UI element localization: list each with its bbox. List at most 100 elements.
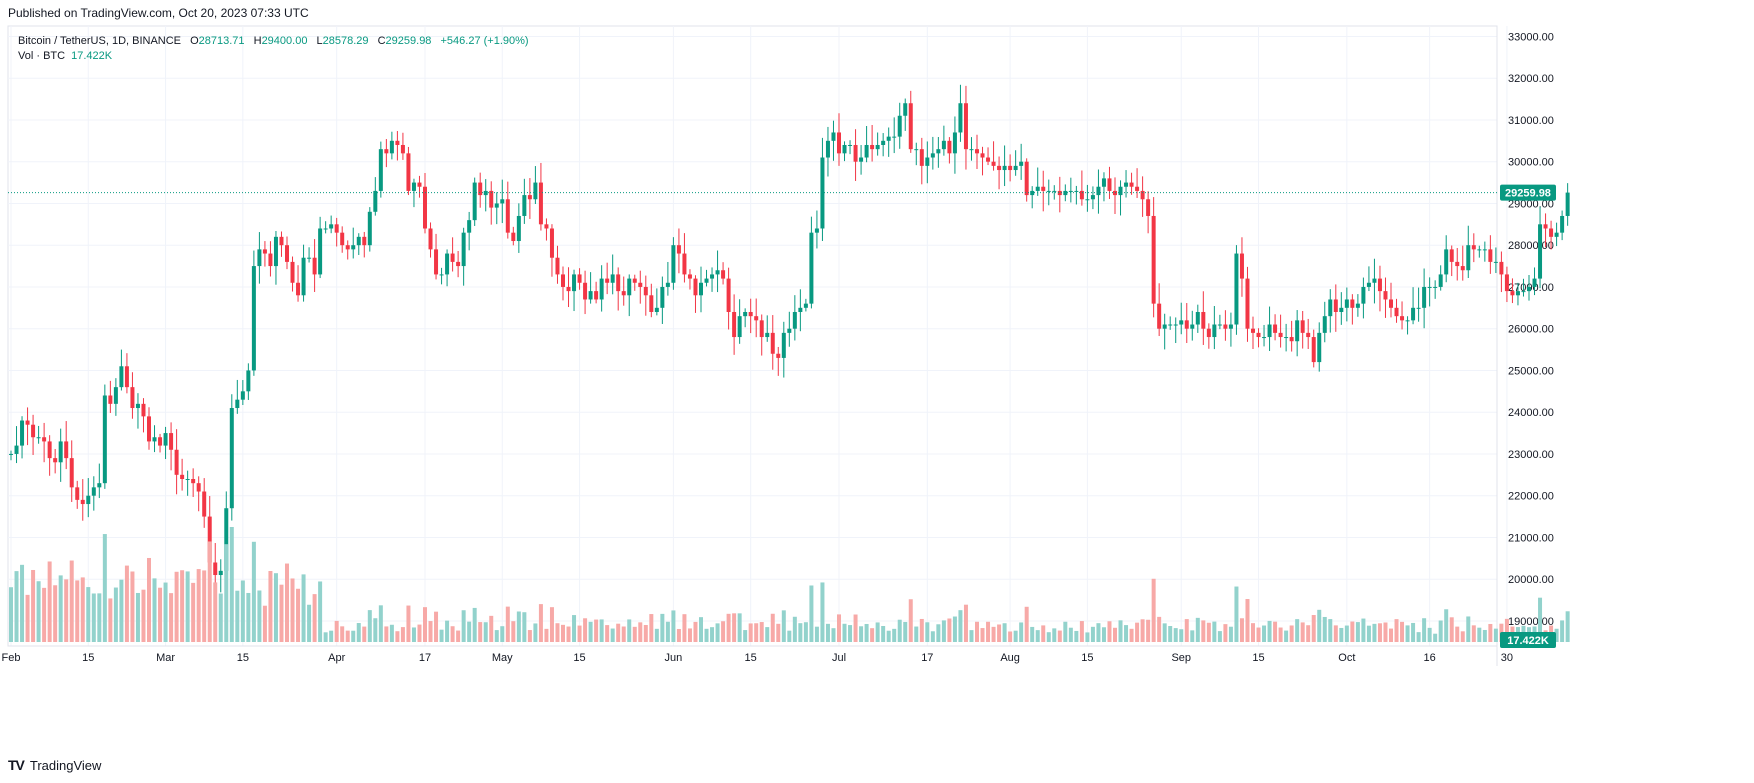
- volume-bar: [1057, 630, 1062, 642]
- volume-bar: [908, 599, 913, 642]
- candle-body: [296, 282, 301, 296]
- candle-body: [334, 224, 339, 233]
- candle-body: [268, 253, 273, 267]
- volume-bar: [489, 615, 494, 642]
- volume-bar: [1146, 619, 1151, 642]
- volume-bar: [1096, 623, 1101, 642]
- candle-body: [53, 458, 58, 463]
- volume-bar: [467, 621, 472, 642]
- volume-bar: [329, 630, 334, 642]
- candle-body: [743, 311, 748, 317]
- volume-bar: [1063, 621, 1068, 642]
- volume-bar: [1350, 621, 1355, 642]
- volume-bar: [616, 623, 621, 642]
- volume-bar: [108, 598, 113, 642]
- candle-body: [765, 332, 770, 338]
- chart-frame[interactable]: 19000.00 20000.00 21000.00 22000.00 23000.00…: [0, 24, 1754, 754]
- candle-body: [605, 278, 610, 283]
- candle-body: [1554, 232, 1559, 237]
- volume-bar: [86, 587, 91, 642]
- candle-body: [356, 236, 361, 246]
- candle-body: [643, 286, 648, 296]
- candle-body: [941, 140, 946, 150]
- candle-body: [1002, 165, 1007, 171]
- candle-body: [522, 195, 527, 216]
- volume-bar: [1488, 623, 1493, 642]
- candle-body: [130, 387, 135, 409]
- legend-close: 29259.98: [385, 35, 432, 47]
- volume-bar: [1002, 623, 1007, 642]
- candle-body: [1223, 324, 1228, 329]
- candle-body: [400, 144, 405, 154]
- candle-body: [119, 366, 124, 388]
- candle-body: [1493, 261, 1498, 263]
- legend-close-label: C: [377, 35, 386, 47]
- x-tick-label: Mar: [156, 652, 175, 664]
- y-tick-label: 26000.00: [1508, 324, 1554, 336]
- candle-body: [31, 424, 36, 438]
- candle-body: [472, 182, 477, 221]
- candle-body: [864, 144, 869, 158]
- volume-bar: [1184, 619, 1189, 642]
- candle-body: [1322, 316, 1327, 333]
- volume-bar: [218, 593, 223, 642]
- candle-body: [1295, 320, 1300, 342]
- footer-brand[interactable]: TV TradingView: [8, 757, 101, 773]
- candle-body: [837, 132, 841, 154]
- candle-body: [102, 395, 107, 484]
- volume-bar: [312, 594, 317, 642]
- volume-bar: [936, 624, 941, 642]
- volume-bar: [715, 623, 720, 642]
- volume-bar: [522, 612, 527, 642]
- candle-body: [75, 487, 80, 500]
- candle-body: [1079, 190, 1084, 200]
- x-tick-label: 15: [745, 652, 757, 664]
- volume-bar: [1262, 625, 1267, 642]
- candle-body: [367, 211, 372, 246]
- volume-bar: [704, 628, 709, 642]
- volume-bar: [301, 574, 306, 642]
- volume-bar: [737, 613, 742, 642]
- candle-body: [1190, 324, 1195, 329]
- volume-bar: [538, 604, 543, 642]
- volume-bar: [1444, 609, 1449, 642]
- candle-body: [340, 232, 345, 246]
- volume-bar: [1278, 627, 1283, 642]
- x-tick-label: Jul: [832, 652, 846, 664]
- x-tick-label: 15: [82, 652, 94, 664]
- candle-body: [715, 270, 720, 275]
- candle-body: [511, 232, 516, 242]
- candle-body: [748, 311, 753, 317]
- candle-body: [69, 458, 74, 488]
- candle-body: [660, 286, 665, 308]
- candle-body: [1063, 190, 1068, 196]
- candle-body: [1068, 190, 1073, 192]
- volume-bar: [583, 618, 588, 642]
- candle-body: [240, 391, 245, 400]
- volume-bar: [919, 618, 924, 642]
- volume-bar: [814, 626, 819, 642]
- candle-body: [798, 307, 803, 312]
- volume-bar: [544, 628, 549, 642]
- candle-body: [113, 387, 118, 404]
- volume-bar: [345, 630, 350, 642]
- candle-body: [1565, 192, 1570, 216]
- volume-bar: [1024, 606, 1029, 642]
- candle-body: [91, 487, 96, 496]
- candle-body: [135, 403, 140, 409]
- candle-body: [787, 328, 792, 333]
- volume-bar: [1008, 631, 1013, 642]
- candle-body: [1118, 186, 1123, 196]
- volume-bar: [450, 626, 455, 642]
- candle-body: [1449, 249, 1454, 262]
- candle-body: [538, 182, 543, 225]
- volume-bar: [516, 611, 521, 642]
- y-tick-label: 19000.00: [1508, 616, 1554, 628]
- volume-bar: [1311, 615, 1316, 642]
- candle-body: [246, 370, 251, 392]
- candle-body: [318, 228, 323, 275]
- volume-bar: [765, 627, 770, 642]
- candle-body: [1273, 324, 1278, 333]
- candlestick-chart[interactable]: 19000.00 20000.00 21000.00 22000.00 23000.00…: [0, 24, 1754, 754]
- candle-body: [1013, 165, 1018, 171]
